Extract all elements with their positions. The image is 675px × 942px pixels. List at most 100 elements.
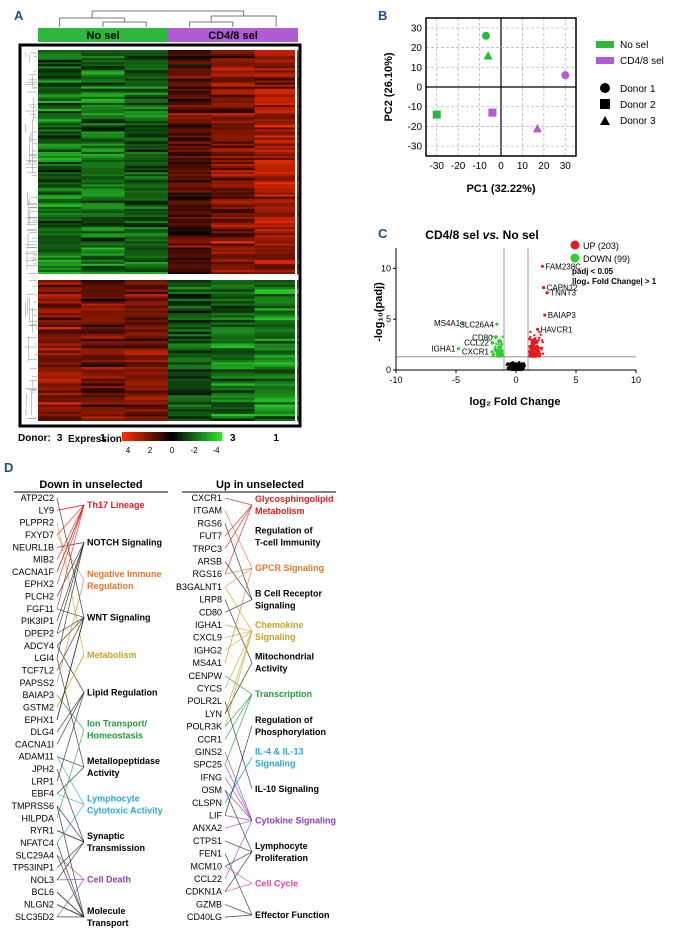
heatmap-cell	[81, 200, 126, 204]
heatmap-cell	[124, 84, 169, 88]
heatmap-cell	[124, 388, 169, 391]
heatmap-cell	[211, 261, 255, 265]
heatmap-cell	[81, 233, 126, 236]
heatmap-cell	[81, 327, 126, 330]
heatmap-cell	[81, 397, 126, 401]
pathway-link	[224, 586, 253, 632]
heatmap-cell	[38, 204, 82, 208]
heatmap-cell	[211, 338, 255, 342]
heatmap-cell	[254, 411, 299, 415]
heatmap-cell	[167, 324, 212, 328]
heatmap-cell	[211, 139, 255, 143]
pathway-link	[224, 764, 253, 821]
heatmap-cell	[38, 364, 82, 368]
heatmap-cell	[81, 291, 126, 295]
heatmap-cell	[211, 265, 255, 269]
heatmap-cell	[81, 86, 126, 90]
heatmap-cell	[38, 186, 82, 189]
heatmap-cell	[81, 196, 126, 200]
heatmap-cell	[38, 58, 82, 61]
heatmap-cell	[167, 178, 212, 181]
heatmap-cell	[81, 413, 126, 417]
heatmap-cell	[38, 190, 82, 193]
heatmap-cell	[167, 263, 212, 267]
heatmap-cell	[167, 131, 212, 134]
heatmap-cell	[81, 56, 126, 59]
pathway-link	[56, 617, 85, 720]
heatmap-cell	[38, 131, 82, 134]
heatmap-cell	[38, 178, 82, 181]
pca-y-tick: 20	[411, 43, 423, 54]
heatmap-cell	[38, 324, 82, 328]
heatmap-cell	[167, 127, 212, 130]
ns-point	[513, 366, 516, 369]
colorbar-step	[162, 432, 165, 441]
heatmap-cell	[167, 74, 212, 77]
labeled-gene-point	[545, 291, 549, 295]
pathway-link	[224, 914, 253, 918]
heatmap-cell	[167, 186, 212, 189]
heatmap-cell	[38, 334, 82, 337]
pca-grid	[426, 18, 576, 156]
heatmap-cell	[167, 362, 212, 365]
up-point	[532, 352, 535, 356]
heatmap-cell	[211, 216, 255, 220]
down-gene: GSTM2	[23, 702, 54, 712]
up-gene: RGS6	[197, 518, 222, 528]
volcano-y-label: -log₁₀(padj)	[373, 282, 385, 342]
heatmap-cell	[81, 214, 126, 218]
heatmap-cell	[81, 261, 126, 265]
heatmap-cell	[38, 301, 82, 304]
heatmap-cell	[211, 74, 255, 77]
heatmap-cell	[81, 331, 126, 335]
down-point	[494, 349, 497, 353]
up-gene: RGS16	[192, 569, 222, 579]
heatmap-cell	[38, 84, 82, 88]
down-point	[500, 344, 503, 347]
heatmap-cell	[167, 208, 212, 212]
heatmap-cell	[81, 204, 126, 208]
heatmap-cell	[254, 259, 299, 263]
heatmap-cell	[38, 362, 82, 365]
up-gene: CDKN1A	[185, 887, 222, 897]
heatmap-cell	[211, 235, 255, 238]
heatmap-cell	[211, 141, 255, 145]
heatmap-cell	[167, 227, 212, 230]
legend-up-label: UP (203)	[583, 241, 619, 251]
heatmap-cell	[81, 143, 126, 147]
heatmap-cell	[124, 66, 169, 69]
pca-y-tick: -10	[408, 102, 423, 113]
heatmap-cell	[81, 125, 126, 128]
heatmap-cell	[81, 399, 126, 403]
heatmap-cell	[38, 327, 82, 330]
heatmap-cell	[124, 383, 169, 387]
group-bar-no-sel	[38, 28, 168, 42]
colorbar-tick: -4	[212, 446, 220, 455]
colorbar-step	[124, 432, 128, 441]
down-gene: NLGN2	[24, 900, 54, 910]
heatmap-cell	[38, 162, 82, 165]
heatmap-cell	[124, 214, 169, 218]
down-gene: LGI4	[34, 653, 54, 663]
heatmap-cell	[124, 371, 169, 375]
heatmap-cell	[124, 107, 169, 110]
heatmap-cell	[254, 141, 299, 145]
heatmap-cell	[38, 198, 82, 202]
heatmap-cell	[211, 395, 255, 398]
heatmap-cell	[38, 247, 82, 250]
heatmap-cell	[254, 343, 299, 347]
heatmap-cell	[38, 54, 82, 57]
heatmap-cell	[81, 388, 126, 391]
heatmap-cell	[254, 319, 299, 323]
heatmap-cell	[167, 265, 212, 269]
heatmap-cell	[254, 267, 299, 271]
heatmap-cell	[211, 164, 255, 167]
pathway-link	[224, 567, 253, 575]
heatmap-cell	[211, 88, 255, 92]
heatmap-cell	[211, 107, 255, 110]
pathway-link	[56, 542, 85, 597]
heatmap-cell	[211, 192, 255, 195]
heatmap-cell	[124, 366, 169, 370]
heatmap-cell	[211, 298, 255, 302]
heatmap-cell	[81, 141, 126, 145]
